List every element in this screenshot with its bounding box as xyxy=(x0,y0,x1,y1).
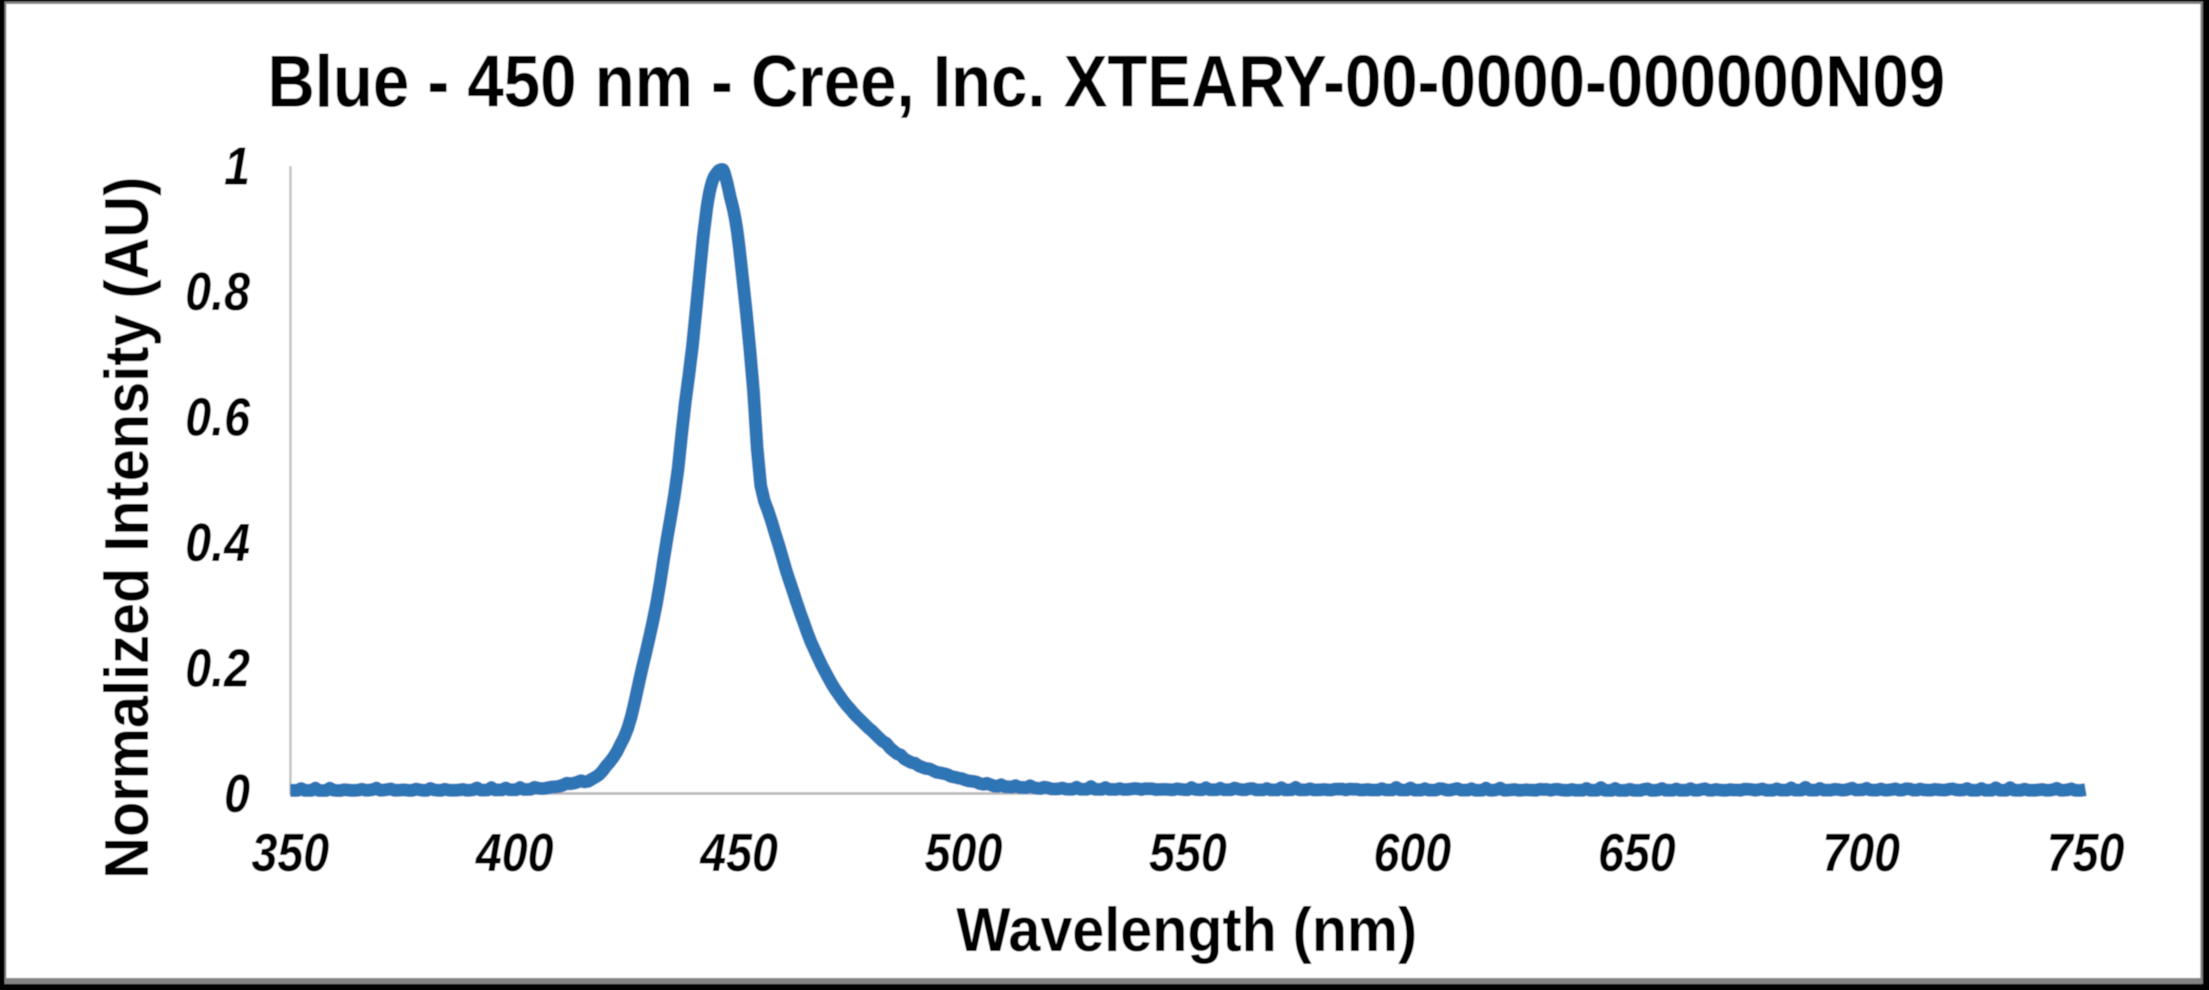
svg-text:0.2: 0.2 xyxy=(185,637,250,698)
svg-text:600: 600 xyxy=(1373,822,1451,883)
svg-text:450: 450 xyxy=(699,822,778,883)
svg-text:550: 550 xyxy=(1149,822,1227,883)
svg-text:400: 400 xyxy=(475,822,554,883)
svg-text:0.4: 0.4 xyxy=(185,512,250,573)
svg-text:1: 1 xyxy=(224,135,250,196)
svg-text:0: 0 xyxy=(224,763,250,824)
svg-text:0.6: 0.6 xyxy=(185,386,251,447)
svg-text:650: 650 xyxy=(1598,822,1676,883)
svg-text:Blue - 450 nm - Cree, Inc. XTE: Blue - 450 nm - Cree, Inc. XTEARY-00-000… xyxy=(267,40,1945,122)
svg-text:500: 500 xyxy=(925,822,1003,883)
svg-text:750: 750 xyxy=(2047,822,2125,883)
svg-text:700: 700 xyxy=(1822,822,1900,883)
svg-text:0.8: 0.8 xyxy=(185,261,250,322)
svg-text:Normalized Intensity (AU): Normalized Intensity (AU) xyxy=(92,177,161,879)
svg-text:Wavelength (nm): Wavelength (nm) xyxy=(956,895,1417,964)
svg-text:350: 350 xyxy=(251,822,329,883)
